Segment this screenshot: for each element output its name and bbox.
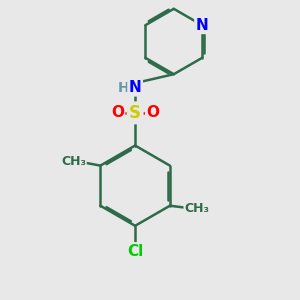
Text: H: H	[118, 81, 130, 94]
Text: CH₃: CH₃	[184, 202, 209, 215]
Text: O: O	[111, 105, 124, 120]
Text: N: N	[196, 18, 208, 33]
Text: Cl: Cl	[127, 244, 143, 259]
Text: O: O	[146, 105, 160, 120]
Text: S: S	[129, 104, 141, 122]
Text: CH₃: CH₃	[61, 154, 86, 168]
Text: N: N	[129, 80, 142, 95]
